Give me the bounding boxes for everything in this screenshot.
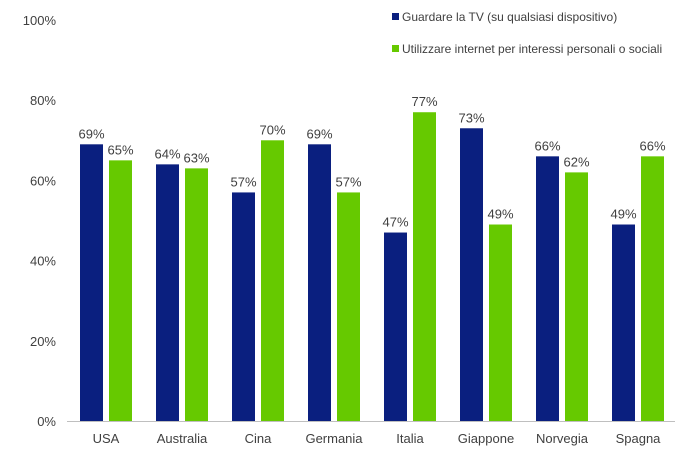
bar-tv (384, 232, 407, 421)
data-label: 49% (487, 207, 513, 222)
data-label: 47% (382, 215, 408, 230)
y-tick-label: 80% (30, 93, 56, 108)
y-tick-label: 20% (30, 334, 56, 349)
data-label: 62% (563, 154, 589, 169)
data-label: 65% (107, 142, 133, 157)
bar-internet (185, 168, 208, 421)
bar-internet (337, 192, 360, 421)
bar-tv (156, 164, 179, 422)
data-label: 77% (411, 94, 437, 109)
data-label: 70% (259, 122, 285, 137)
x-tick-label: USA (93, 431, 120, 446)
x-tick-label: Australia (157, 431, 208, 446)
bars: 69%65% 64% 63%57%70% 69%57%47%77%73%49%66%6… (78, 94, 666, 422)
y-axis: 0% 20% 40% 60% 80% 100% (23, 13, 57, 429)
data-label: 69% (78, 126, 104, 141)
x-tick-label: Cina (245, 431, 273, 446)
y-tick-label: 40% (30, 254, 56, 269)
bar-internet (565, 172, 588, 421)
data-label: 69% (306, 126, 332, 141)
data-label: 66% (534, 138, 560, 153)
x-tick-label: Spagna (616, 431, 662, 446)
data-label: 66% (639, 138, 665, 153)
legend: Guardare la TV (su qualsiasi dispositivo… (392, 10, 662, 56)
legend-label: Utilizzare internet per interessi person… (402, 42, 662, 56)
y-tick-label: 100% (23, 13, 57, 28)
bar-tv (612, 224, 635, 421)
bar-internet (413, 112, 436, 421)
legend-label: Guardare la TV (su qualsiasi dispositivo… (402, 10, 617, 24)
bar-tv (536, 156, 559, 421)
x-tick-label: Giappone (458, 431, 514, 446)
bar-internet (261, 140, 284, 422)
x-tick-label: Italia (396, 431, 424, 446)
x-axis: USA Australia Cina Germania Italia Giappone No… (67, 421, 675, 446)
legend-swatch (392, 13, 399, 20)
data-label: 49% (610, 207, 636, 222)
data-label: 63% (183, 150, 209, 165)
bar-tv (232, 192, 255, 421)
bar-internet (109, 160, 132, 421)
data-label: 64% (154, 146, 180, 161)
bar-tv (80, 144, 103, 421)
x-tick-label: Germania (305, 431, 363, 446)
x-tick-label: Norvegia (536, 431, 589, 446)
data-label: 57% (230, 174, 256, 189)
y-tick-label: 60% (30, 173, 56, 188)
bar-tv (308, 144, 331, 421)
bar-internet (641, 156, 664, 421)
data-label: 73% (458, 110, 484, 125)
y-tick-label: 0% (37, 414, 56, 429)
legend-swatch (392, 45, 399, 52)
data-label: 57% (335, 174, 361, 189)
bar-tv (460, 128, 483, 421)
bar-internet (489, 224, 512, 421)
